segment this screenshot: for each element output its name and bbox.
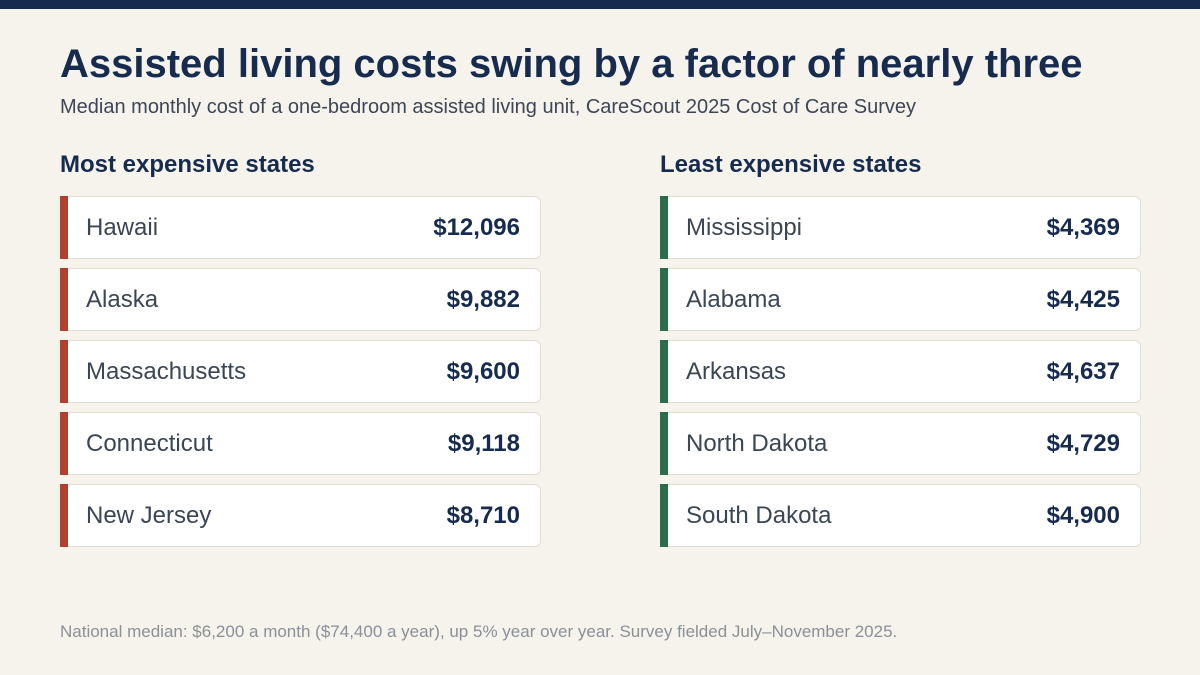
state-cost: $4,900 — [1046, 502, 1120, 529]
list-item: Alabama $4,425 — [660, 268, 1141, 331]
state-name: Massachusetts — [86, 358, 247, 385]
least-expensive-heading: Least expensive states — [660, 151, 922, 178]
list-item: Connecticut $9,118 — [60, 412, 541, 475]
page-title: Assisted living costs swing by a factor … — [60, 42, 1083, 86]
state-name: New Jersey — [86, 502, 212, 529]
list-item: Mississippi $4,369 — [660, 196, 1141, 259]
state-cost: $9,600 — [446, 358, 520, 385]
least-expensive-panel: Least expensive states Mississippi $4,36… — [660, 148, 1141, 556]
list-item: North Dakota $4,729 — [660, 412, 1141, 475]
state-cost: $4,369 — [1046, 214, 1120, 241]
most-expensive-panel: Most expensive states Hawaii $12,096 Ala… — [60, 148, 541, 556]
state-name: Mississippi — [686, 214, 803, 241]
state-name: South Dakota — [686, 502, 832, 529]
most-expensive-list: Hawaii $12,096 Alaska $9,882 Massachuset… — [60, 196, 541, 547]
least-expensive-list: Mississippi $4,369 Alabama $4,425 Arkans… — [660, 196, 1141, 547]
list-item: Arkansas $4,637 — [660, 340, 1141, 403]
state-name: North Dakota — [686, 430, 828, 457]
list-item: Hawaii $12,096 — [60, 196, 541, 259]
top-accent-bar — [0, 0, 1200, 9]
state-name: Hawaii — [86, 214, 159, 241]
state-cost: $4,425 — [1046, 286, 1120, 313]
page-subtitle: Median monthly cost of a one-bedroom ass… — [60, 96, 916, 118]
state-name: Alaska — [86, 286, 159, 313]
state-name: Arkansas — [686, 358, 787, 385]
state-cost: $9,118 — [447, 430, 520, 457]
list-item: Massachusetts $9,600 — [60, 340, 541, 403]
list-item: South Dakota $4,900 — [660, 484, 1141, 547]
list-item: New Jersey $8,710 — [60, 484, 541, 547]
state-cost: $9,882 — [446, 286, 520, 313]
state-name: Connecticut — [86, 430, 213, 457]
state-name: Alabama — [686, 286, 781, 313]
most-expensive-heading: Most expensive states — [60, 151, 315, 178]
state-cost: $4,637 — [1046, 358, 1120, 385]
footnote: National median: $6,200 a month ($74,400… — [60, 622, 898, 641]
state-cost: $4,729 — [1046, 430, 1120, 457]
list-item: Alaska $9,882 — [60, 268, 541, 331]
state-cost: $8,710 — [446, 502, 520, 529]
state-cost: $12,096 — [433, 214, 520, 241]
